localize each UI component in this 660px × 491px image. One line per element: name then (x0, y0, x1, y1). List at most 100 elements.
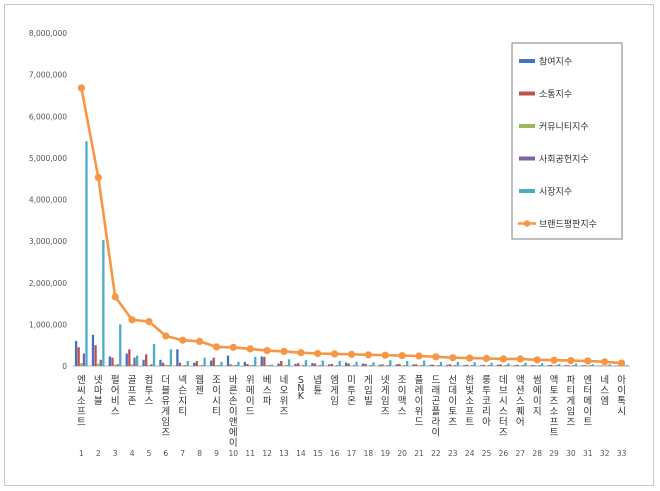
brand-reputation-line (77, 84, 626, 367)
line-point-14 (297, 349, 305, 357)
line-point-4 (128, 316, 136, 324)
bar-사회공헌지수-4 (133, 357, 136, 366)
bar-시장지수-26 (507, 363, 510, 366)
bar-소통지수-23 (448, 364, 452, 366)
bar-시장지수-33 (625, 365, 628, 366)
x-rank-label: 4 (130, 449, 135, 458)
x-rank-label: 12 (262, 449, 272, 458)
bar-참여지수-30 (564, 365, 567, 366)
y-tick-label: 6,000,000 (29, 112, 67, 121)
x-rank-label: 8 (197, 449, 202, 458)
x-rank-label: 20 (397, 449, 407, 458)
bar-사회공헌지수-6 (167, 365, 170, 366)
bar-커뮤니티지수-5 (147, 365, 150, 366)
legend-swatch (519, 189, 535, 193)
bar-시장지수-5 (152, 343, 156, 366)
bar-소통지수-1 (77, 347, 80, 366)
y-tick-label: 1,000,000 (29, 320, 67, 329)
line-point-23 (449, 354, 457, 362)
x-rank-label: 19 (381, 449, 391, 458)
bar-사회공헌지수-8 (200, 365, 204, 366)
line-point-19 (381, 351, 389, 359)
bar-시장지수-9 (220, 361, 223, 366)
x-rank-label: 15 (313, 449, 323, 458)
bar-시장지수-16 (338, 361, 341, 366)
x-rank-label: 21 (414, 449, 424, 458)
x-rank-label: 1 (79, 449, 84, 458)
bar-시장지수-27 (524, 362, 527, 366)
x-rank-label: 7 (180, 449, 185, 458)
y-tick-label: 2,000,000 (29, 279, 67, 288)
bar-사회공헌지수-22 (437, 365, 440, 366)
x-rank-label: 5 (147, 449, 152, 458)
bar-소통지수-16 (330, 363, 334, 366)
line-point-26 (499, 355, 507, 363)
bar-소통지수-24 (465, 364, 469, 366)
y-tick-label: 0 (62, 362, 67, 371)
bar-커뮤니티지수-2 (97, 363, 100, 366)
bar-참여지수-2 (91, 334, 95, 366)
line-point-9 (212, 343, 221, 351)
legend-label: 시장지수 (539, 187, 572, 198)
bar-소통지수-5 (145, 354, 148, 366)
x-rank-label: 29 (549, 449, 559, 458)
bar-시장지수-24 (473, 362, 476, 366)
line-point-7 (179, 336, 187, 344)
bar-시장지수-21 (422, 360, 426, 366)
x-rank-label: 13 (279, 449, 289, 458)
bar-소통지수-7 (178, 362, 182, 366)
legend-swatch (519, 156, 535, 161)
bar-사회공헌지수-9 (217, 365, 221, 366)
bar-시장지수-14 (304, 360, 308, 366)
x-rank-label: 27 (516, 449, 526, 458)
bar-소통지수-29 (550, 364, 553, 366)
y-tick-label: 5,000,000 (29, 154, 67, 163)
bar-시장지수-11 (254, 356, 257, 366)
legend-swatch (519, 124, 535, 128)
line-point-32 (601, 358, 609, 366)
bar-시장지수-20 (406, 361, 409, 366)
line-point-10 (229, 343, 237, 351)
bar-사회공헌지수-10 (234, 365, 237, 366)
line-point-24 (466, 354, 474, 362)
bar-시장지수-2 (102, 239, 105, 366)
bar-소통지수-12 (263, 356, 266, 366)
legend-box (511, 42, 623, 240)
legend-label: 브랜드평판지수 (539, 219, 597, 230)
x-rank-label: 26 (499, 449, 509, 458)
bar-참여지수-21 (412, 364, 415, 366)
bar-소통지수-20 (398, 363, 401, 366)
bar-소통지수-30 (567, 365, 570, 366)
bars (74, 141, 628, 367)
bar-커뮤니티지수-11 (248, 365, 252, 366)
bar-시장지수-13 (287, 359, 291, 366)
line-point-16 (331, 350, 339, 358)
bar-시장지수-17 (355, 361, 358, 366)
bar-참여지수-7 (176, 349, 179, 366)
line-point-11 (246, 345, 254, 353)
bar-참여지수-16 (328, 364, 331, 366)
line-point-1 (77, 84, 85, 92)
x-rank-label: 3 (113, 449, 118, 458)
bar-사회공헌지수-12 (268, 365, 271, 366)
bar-사회공헌지수-27 (521, 365, 524, 366)
x-rank-label: 16 (330, 449, 340, 458)
bar-시장지수-15 (321, 360, 324, 366)
x-axis-labels: 엔 씨 소 프 트 1 넷 마 블 2 펄 어 비 스 3 골 프 존 4 컴 투 스 5 더 블 유 게 임 즈 6 넥 슨 지 티 7 웹 젠 8 조 이… (77, 374, 627, 458)
line-point-17 (347, 350, 356, 358)
y-tick-label: 7,000,000 (29, 71, 67, 80)
bar-소통지수-6 (161, 362, 165, 366)
chart: 0 1,000,000 2,000,000 3,000,000 4,000,000 5,0… (29, 29, 630, 458)
x-rank-label: 6 (163, 449, 168, 458)
